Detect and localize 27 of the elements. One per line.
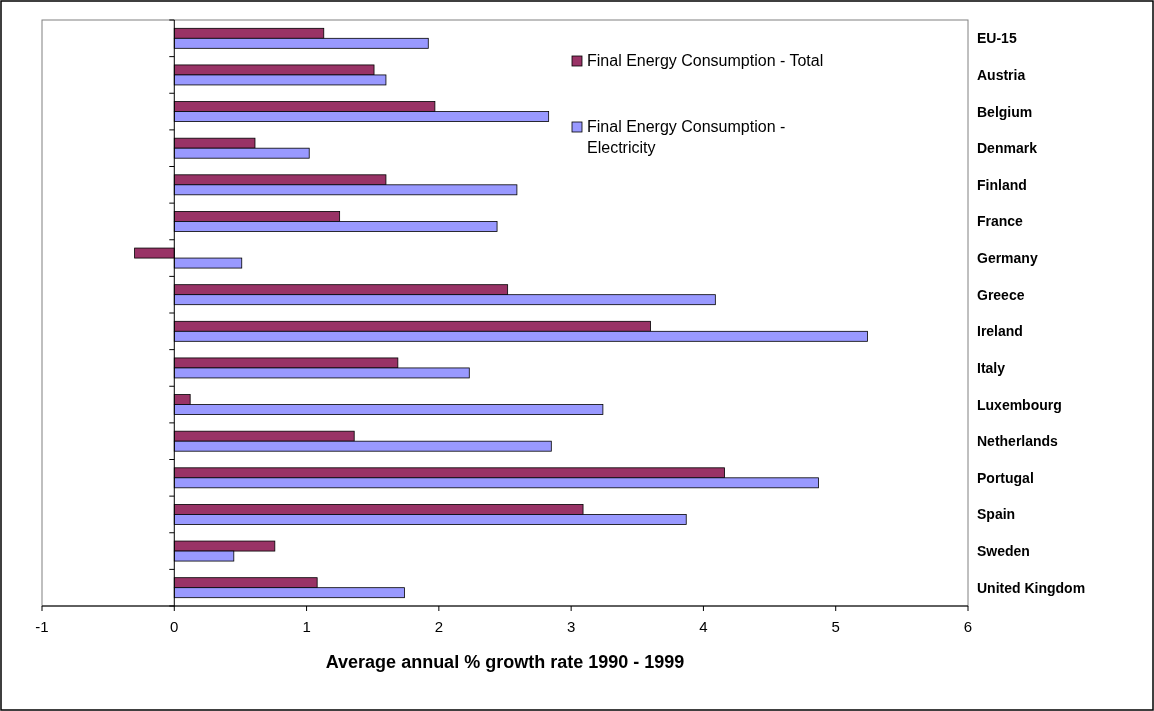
x-axis-title: Average annual % growth rate 1990 - 1999 xyxy=(325,652,685,672)
y-tick-label: Belgium xyxy=(977,103,1033,120)
x-tick-label: 0 xyxy=(170,618,179,635)
legend-label: Final Energy Consumption - Total xyxy=(587,52,824,69)
y-tick-label: Germany xyxy=(977,250,1038,267)
y-tick-label: Sweden xyxy=(977,543,1030,560)
x-tick-label: 6 xyxy=(963,618,973,635)
x-tick-label: -1 xyxy=(35,618,49,635)
x-tick-label: 2 xyxy=(434,618,444,635)
y-tick-label: Greece xyxy=(977,286,1025,303)
y-tick-label: France xyxy=(977,213,1024,230)
y-tick-label: Portugal xyxy=(977,469,1034,486)
y-tick-label: Finland xyxy=(977,176,1027,193)
y-tick-label: Netherlands xyxy=(977,433,1059,450)
y-tick-label: EU-15 xyxy=(977,30,1017,47)
y-tick-label: Ireland xyxy=(977,323,1023,340)
y-tick-label: Spain xyxy=(977,506,1016,523)
x-tick-label: 5 xyxy=(831,618,840,635)
x-tick-label: 4 xyxy=(699,618,708,635)
y-tick-label: Luxembourg xyxy=(977,396,1062,413)
y-tick-label: Austria xyxy=(977,66,1026,83)
y-tick-label: Italy xyxy=(977,359,1006,376)
x-tick-label: 1 xyxy=(302,618,311,635)
x-tick-label: 3 xyxy=(566,618,576,635)
y-tick-label: Denmark xyxy=(977,140,1038,157)
legend-label: Final Energy Consumption - Electricity xyxy=(587,118,786,156)
y-tick-label: United Kingdom xyxy=(977,579,1086,596)
